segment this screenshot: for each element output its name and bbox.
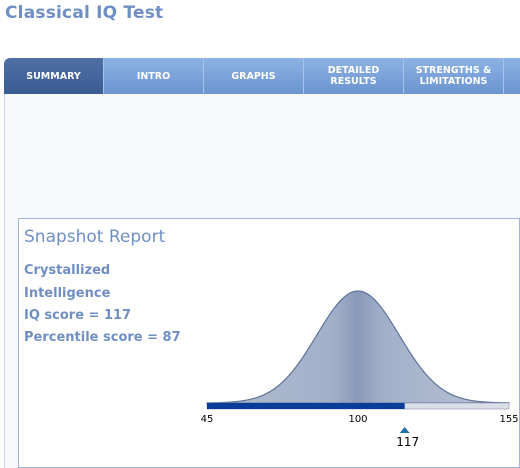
marker-label: 117	[396, 435, 419, 449]
tab-graphs[interactable]: GRAPHS	[204, 58, 304, 94]
tab-overflow	[504, 58, 520, 94]
snapshot-report: Snapshot Report Crystallized Intelligenc…	[18, 218, 520, 468]
ability-name-line2: Intelligence	[24, 286, 111, 301]
report-title: Snapshot Report	[24, 227, 166, 247]
tab-strengths-limitations[interactable]: STRENGTHS & LIMITATIONS	[404, 58, 504, 94]
tab-intro[interactable]: INTRO	[104, 58, 204, 94]
app-title: Classical IQ Test	[5, 3, 164, 23]
tick-label: 45	[201, 414, 214, 425]
triangle-up-icon	[399, 427, 410, 433]
tick-label: 100	[348, 414, 367, 425]
tab-bar: SUMMARY INTRO GRAPHS DETAILED RESULTS ST…	[4, 58, 520, 94]
tick-label: 155	[499, 414, 518, 425]
bell-curve	[206, 290, 510, 404]
score-bar	[207, 403, 405, 409]
percentile-score: Percentile score = 87	[24, 330, 181, 345]
ability-name-line1: Crystallized	[24, 263, 111, 278]
tab-detailed-results[interactable]: DETAILED RESULTS	[304, 58, 404, 94]
iq-score: IQ score = 117	[24, 308, 132, 323]
tab-summary[interactable]: SUMMARY	[4, 58, 104, 94]
bell-curve-chart: 45 100 155 117	[201, 290, 519, 449]
